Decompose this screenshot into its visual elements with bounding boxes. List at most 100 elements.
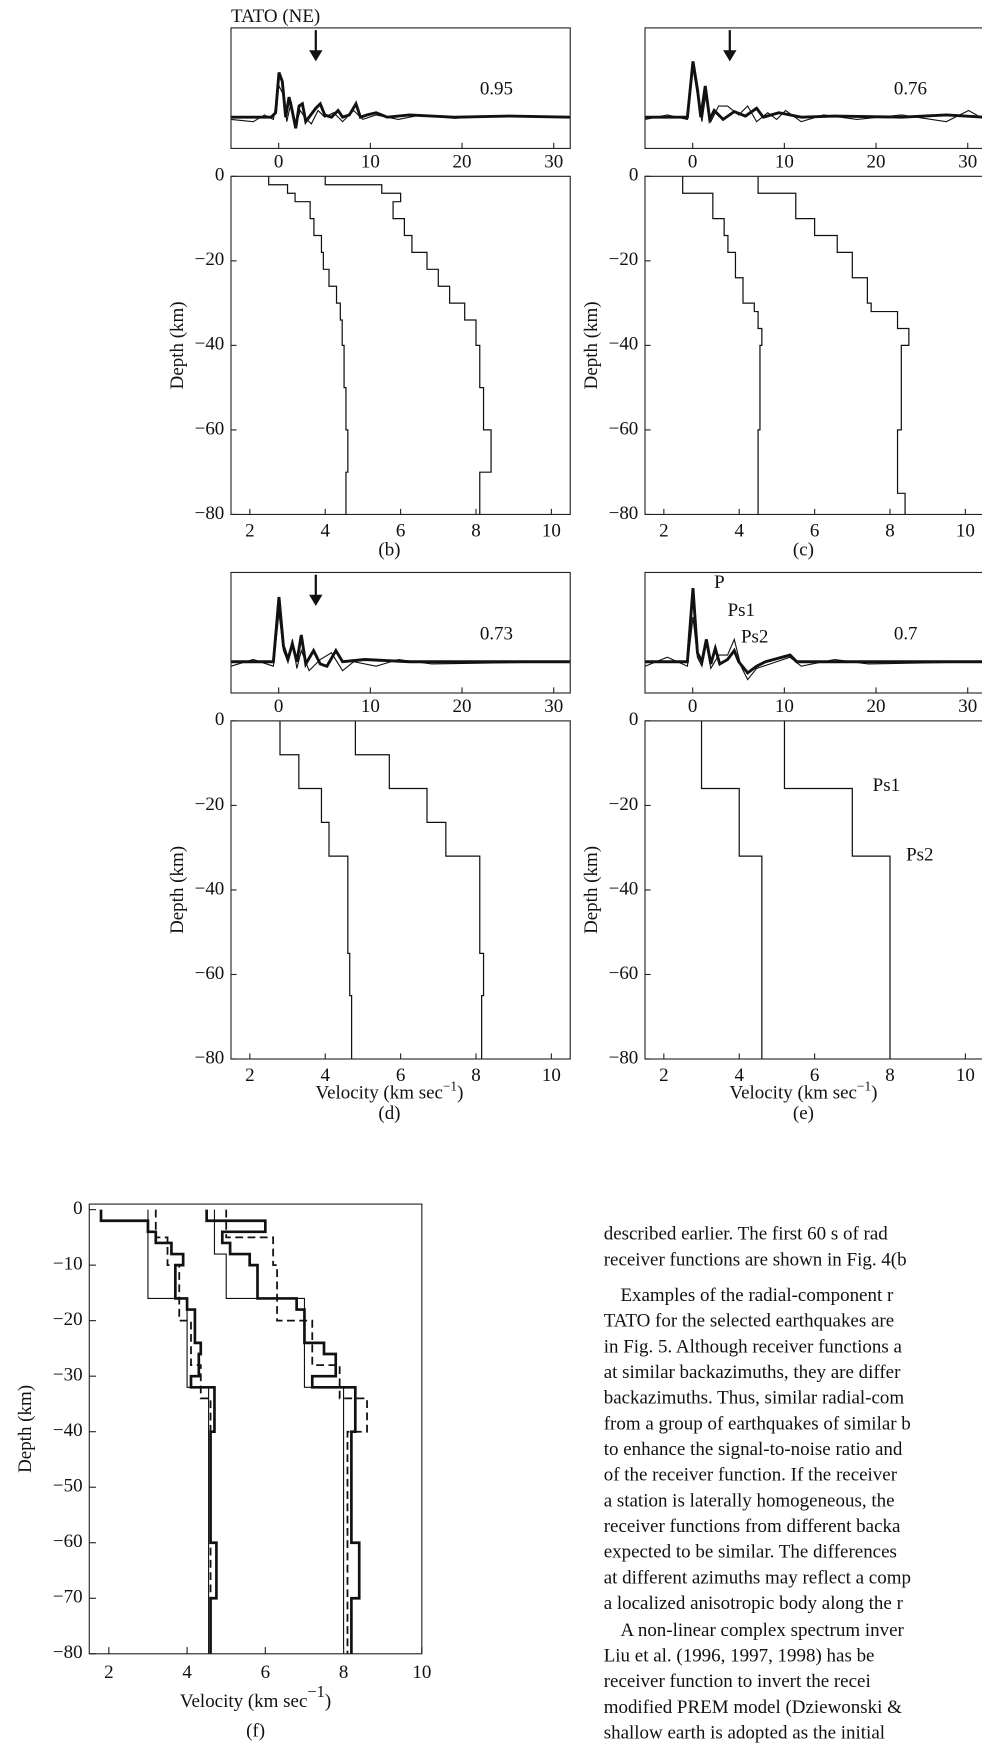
y-tick-label: −40: [609, 334, 639, 355]
body-text-line: Examples of the radial-component r: [620, 1285, 894, 1306]
arrow-head: [309, 594, 323, 606]
x-tick-label: 4: [320, 521, 330, 542]
body-text-line: A non-linear complex spectrum inver: [620, 1620, 904, 1641]
x-axis-label-sup: −1: [857, 1078, 871, 1093]
vs-profile: [279, 720, 353, 1060]
x-tick-label: 2: [659, 1065, 668, 1086]
x-axis-label-text: Velocity (km sec: [315, 1083, 442, 1104]
y-tick-label: −80: [609, 503, 639, 524]
y-tick-label: 0: [629, 165, 638, 186]
x-axis-label: Velocity (km sec−1): [729, 1078, 877, 1104]
vp-profile: [354, 720, 485, 1060]
x-tick-label: 10: [542, 521, 561, 542]
y-tick-label: −30: [53, 1365, 83, 1386]
waveform-panel: [644, 30, 982, 125]
y-axis-label: Depth (km): [167, 301, 188, 389]
body-text-line: in Fig. 5. Although receiver functions a: [604, 1336, 903, 1357]
x-axis-label: Velocity (km sec−1): [315, 1078, 463, 1104]
x-axis-label-end: ): [871, 1083, 877, 1104]
x-tick-label: 10: [956, 1065, 975, 1086]
y-axis-label: Depth (km): [15, 1385, 36, 1473]
y-axis-label: Depth (km): [167, 846, 188, 934]
body-text-line: receiver functions are shown in Fig. 4(b: [604, 1249, 907, 1270]
body-text-line: described earlier. The first 60 s of rad: [604, 1224, 889, 1245]
y-tick-label: −20: [53, 1309, 83, 1330]
y-tick-label: −20: [195, 249, 225, 270]
wave-x-tick-label: 30: [544, 696, 563, 717]
x-tick-label: 2: [659, 521, 668, 542]
body-text-line: backazimuths. Thus, similar radial-com: [604, 1388, 905, 1409]
waveform-thin: [644, 617, 982, 681]
body-text-line: receiver function to invert the recei: [604, 1671, 871, 1692]
x-tick-label: 4: [182, 1662, 192, 1683]
waveform-frame: [230, 27, 571, 149]
wave-x-tick-label: 10: [775, 696, 794, 717]
body-text-line: from a group of earthquakes of similar b: [604, 1413, 911, 1434]
waveform-thick: [230, 596, 571, 669]
y-tick-label: −60: [609, 418, 639, 439]
x-tick-label: 2: [245, 521, 254, 542]
x-tick-label: 8: [339, 1662, 348, 1683]
x-tick-label: 6: [396, 521, 405, 542]
vp-profile: [783, 720, 891, 1060]
phase-label: Ps2: [741, 627, 768, 648]
wave-x-tick-label: 0: [688, 151, 697, 172]
vp-profile: [324, 176, 492, 515]
body-text-line: of the receiver function. If the receive…: [604, 1465, 898, 1486]
body-text-line: at similar backazimuths, they are differ: [604, 1362, 901, 1383]
wave-x-tick-label: 30: [958, 696, 977, 717]
wave-x-tick-label: 20: [453, 151, 472, 172]
depth-frame: [230, 175, 571, 516]
vs-profile: [268, 176, 349, 515]
x-tick-label: 6: [810, 1065, 819, 1086]
x-tick-label: 10: [956, 521, 975, 542]
waveform-thick: [230, 72, 571, 129]
wave-x-tick-label: 30: [544, 151, 563, 172]
x-tick-label: 4: [734, 1065, 744, 1086]
y-tick-label: 0: [629, 709, 638, 730]
y-tick-label: −60: [195, 418, 225, 439]
x-tick-label: 8: [471, 1065, 480, 1086]
panel-label: (f): [246, 1720, 265, 1741]
correlation-label: 0.95: [480, 79, 513, 100]
y-tick-label: −80: [195, 1047, 225, 1068]
arrow-head: [309, 50, 323, 62]
wave-x-tick-label: 30: [958, 151, 977, 172]
y-tick-label: 0: [215, 165, 224, 186]
x-tick-label: 6: [261, 1662, 270, 1683]
wave-x-tick-label: 0: [688, 696, 697, 717]
vs-profile: [99, 1209, 218, 1654]
wave-x-tick-label: 0: [274, 696, 283, 717]
waveform-thick: [644, 587, 982, 675]
y-tick-label: −80: [195, 503, 225, 524]
x-tick-label: 10: [412, 1662, 431, 1683]
x-axis-label-text: Velocity (km sec: [180, 1691, 307, 1712]
depth-frame: [230, 720, 571, 1060]
phase-label: Ps2: [906, 844, 933, 865]
correlation-label: 0.7: [894, 623, 918, 644]
arrow-head: [723, 50, 737, 62]
wave-x-tick-label: 10: [361, 151, 380, 172]
x-axis-label-text: Velocity (km sec: [729, 1083, 856, 1104]
y-tick-label: −50: [53, 1476, 83, 1497]
panel-label: (e): [793, 1103, 814, 1124]
x-axis-label-end: ): [457, 1083, 463, 1104]
vs-profile: [682, 176, 763, 515]
y-tick-label: −40: [195, 878, 225, 899]
y-tick-label: 0: [215, 709, 224, 730]
vp-profile: [213, 1209, 345, 1654]
x-axis-label-end: ): [325, 1691, 331, 1712]
phase-label: Ps1: [873, 775, 900, 796]
x-tick-label: 2: [245, 1065, 254, 1086]
wave-x-tick-label: 20: [867, 696, 886, 717]
vs-profile: [700, 720, 763, 1060]
depth-frame: [88, 1203, 423, 1655]
y-tick-label: −10: [53, 1254, 83, 1275]
vp-profile: [225, 1209, 368, 1654]
x-tick-label: 4: [320, 1065, 330, 1086]
y-axis-label: Depth (km): [581, 846, 602, 934]
vp-profile: [205, 1209, 361, 1654]
wave-x-tick-label: 20: [867, 151, 886, 172]
